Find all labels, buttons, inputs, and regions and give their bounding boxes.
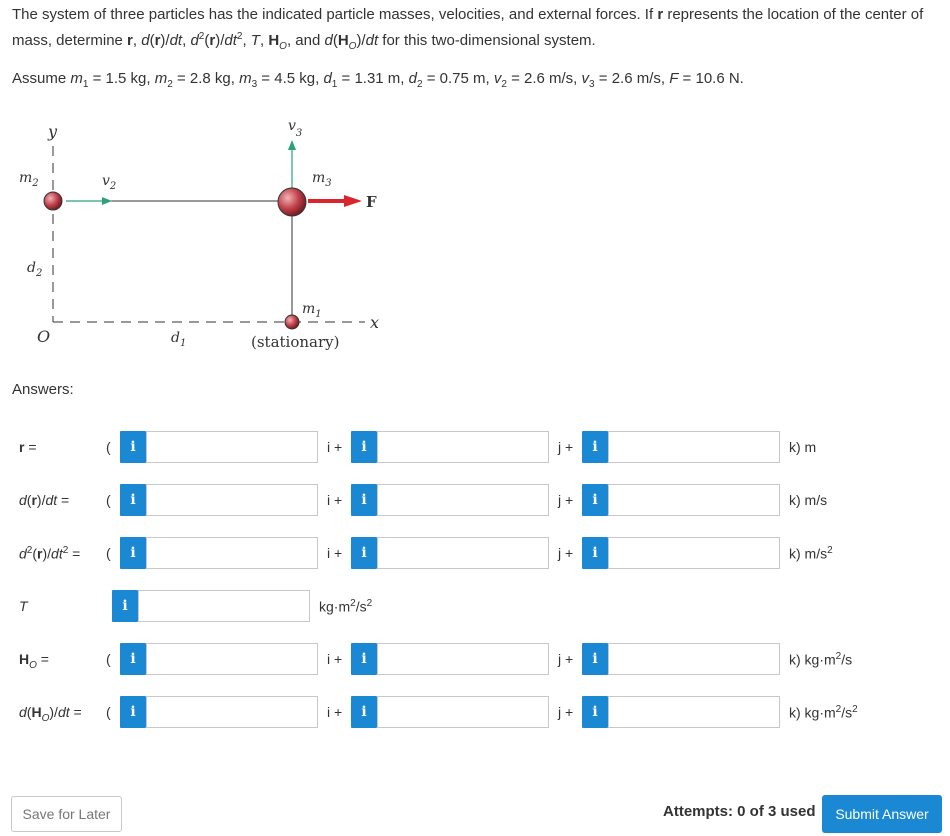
open-paren: ( xyxy=(106,704,111,720)
info-icon[interactable]: i xyxy=(112,590,138,622)
unit-label: k) kg·m2/s2 xyxy=(789,704,858,721)
force-arrow xyxy=(308,199,348,203)
answer-row-label: HO = xyxy=(19,651,49,671)
component-separator: j + xyxy=(558,704,574,720)
v2-label: v2 xyxy=(102,173,116,192)
answer-input[interactable] xyxy=(146,643,318,675)
answer-input[interactable] xyxy=(146,431,318,463)
component-separator: j + xyxy=(558,492,574,508)
answer-input[interactable] xyxy=(146,696,318,728)
submit-answer-button[interactable]: Submit Answer xyxy=(822,795,942,833)
force-arrowhead xyxy=(344,195,362,207)
m2-label: m2 xyxy=(19,170,39,189)
v3-label: v3 xyxy=(288,118,302,139)
component-separator: i + xyxy=(327,704,343,720)
info-icon[interactable]: i xyxy=(582,643,608,675)
info-icon[interactable]: i xyxy=(582,484,608,516)
component-separator: i + xyxy=(327,545,343,561)
answer-row-label: d2(r)/dt2 = xyxy=(19,545,81,562)
open-paren: ( xyxy=(106,651,111,667)
unit-label: k) m/s2 xyxy=(789,545,833,562)
given-values: Assume m1 = 1.5 kg, m2 = 2.8 kg, m3 = 4.… xyxy=(12,70,744,90)
y-axis-label: y xyxy=(47,122,58,141)
particle-system-diagram: y x O m2 v2 v3 m3 F d2 d1 m1 (stationary… xyxy=(19,118,379,351)
info-icon[interactable]: i xyxy=(120,537,146,569)
d1-label: d1 xyxy=(171,330,186,349)
mass-m3 xyxy=(277,187,307,217)
v3-arrowhead xyxy=(288,140,296,150)
problem-statement: The system of three particles has the in… xyxy=(12,6,924,52)
open-paren: ( xyxy=(106,439,111,455)
component-separator: j + xyxy=(558,651,574,667)
answer-input[interactable] xyxy=(377,696,549,728)
d2-label: d2 xyxy=(27,260,42,279)
info-icon[interactable]: i xyxy=(582,537,608,569)
info-icon[interactable]: i xyxy=(120,484,146,516)
save-for-later-button[interactable]: Save for Later xyxy=(11,796,122,832)
answers-heading: Answers: xyxy=(12,381,74,398)
component-separator: j + xyxy=(558,545,574,561)
info-icon[interactable]: i xyxy=(120,696,146,728)
answer-input[interactable] xyxy=(377,643,549,675)
info-icon[interactable]: i xyxy=(120,431,146,463)
component-separator: j + xyxy=(558,439,574,455)
mass-m1 xyxy=(284,314,300,330)
component-separator: i + xyxy=(327,439,343,455)
answer-row: d(HO)/dt = ( i i + i j + i k) kg·m2/s2 xyxy=(0,696,950,730)
info-icon[interactable]: i xyxy=(351,696,377,728)
unit-label: kg·m2/s2 xyxy=(319,598,373,615)
answer-row: r = ( i i + i j + i k) m xyxy=(0,431,950,465)
origin-label: O xyxy=(37,327,50,346)
unit-label: k) m xyxy=(789,439,817,455)
force-label: F xyxy=(366,193,377,211)
answer-input[interactable] xyxy=(377,431,549,463)
answer-row-label: T xyxy=(19,598,28,614)
open-paren: ( xyxy=(106,545,111,561)
answer-input[interactable] xyxy=(377,484,549,516)
answer-input[interactable] xyxy=(608,696,780,728)
m1-label: m1 xyxy=(302,301,322,320)
answer-row: d2(r)/dt2 = ( i i + i j + i k) m/s2 xyxy=(0,537,950,571)
answer-row-label: d(HO)/dt = xyxy=(19,704,82,724)
info-icon[interactable]: i xyxy=(351,431,377,463)
info-icon[interactable]: i xyxy=(351,484,377,516)
answer-input[interactable] xyxy=(146,537,318,569)
answer-row: d(r)/dt = ( i i + i j + i k) m/s xyxy=(0,484,950,518)
info-icon[interactable]: i xyxy=(582,431,608,463)
answer-row-label: d(r)/dt = xyxy=(19,492,70,508)
attempts-counter: Attempts: 0 of 3 used xyxy=(663,803,816,820)
open-paren: ( xyxy=(106,492,111,508)
mass-m2 xyxy=(43,191,63,211)
unit-label: k) m/s xyxy=(789,492,828,508)
answer-row: HO = ( i i + i j + i k) kg·m2/s xyxy=(0,643,950,677)
stationary-label: (stationary) xyxy=(251,333,339,351)
x-axis-label: x xyxy=(370,313,379,332)
component-separator: i + xyxy=(327,651,343,667)
answer-input[interactable] xyxy=(377,537,549,569)
v2-arrowhead xyxy=(102,197,112,205)
info-icon[interactable]: i xyxy=(582,696,608,728)
unit-label: k) kg·m2/s xyxy=(789,651,853,668)
answer-input[interactable] xyxy=(608,484,780,516)
answer-input[interactable] xyxy=(608,643,780,675)
info-icon[interactable]: i xyxy=(120,643,146,675)
m3-label: m3 xyxy=(312,170,332,189)
answer-input[interactable] xyxy=(608,537,780,569)
component-separator: i + xyxy=(327,492,343,508)
answer-input[interactable] xyxy=(138,590,310,622)
info-icon[interactable]: i xyxy=(351,643,377,675)
info-icon[interactable]: i xyxy=(351,537,377,569)
answer-row-label: r = xyxy=(19,439,37,455)
answer-input[interactable] xyxy=(146,484,318,516)
answer-input[interactable] xyxy=(608,431,780,463)
